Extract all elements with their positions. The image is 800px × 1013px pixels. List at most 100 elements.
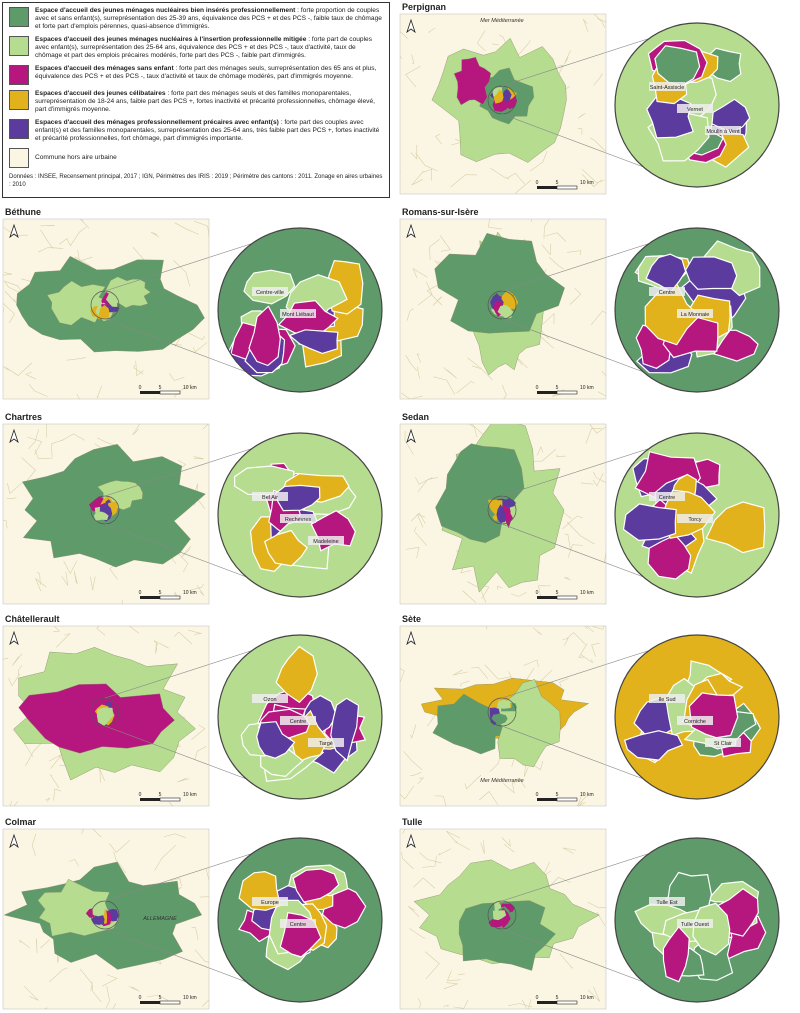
commune-border	[191, 927, 199, 941]
iris	[623, 730, 684, 761]
commune-border	[562, 847, 576, 854]
commune-border	[112, 1003, 117, 1009]
legend-item: Espaces d'accueil des ménages sans enfan…	[9, 65, 383, 85]
commune-border	[407, 905, 420, 917]
commune-border	[31, 833, 37, 856]
commune-border	[582, 19, 589, 33]
commune-border	[48, 967, 68, 983]
map-panel: Saint-Assiscle Vernet Moulin à Vent Perpign…	[399, 2, 780, 195]
commune-border	[410, 512, 426, 524]
commune-border	[53, 788, 62, 801]
label-box	[280, 716, 316, 725]
map	[3, 626, 209, 806]
commune-border	[453, 999, 469, 1009]
zoom-border	[217, 634, 383, 800]
zoom-label: Corniche	[684, 719, 706, 725]
scale-bar	[159, 390, 181, 395]
commune-border	[499, 34, 507, 44]
commune-border	[434, 795, 447, 806]
scale-label: 0	[536, 995, 539, 1001]
commune-border	[7, 497, 17, 500]
zoom-border	[217, 432, 383, 598]
commune-border	[442, 367, 457, 379]
area	[434, 233, 565, 334]
commune-border	[517, 39, 531, 56]
commune-border	[193, 456, 205, 460]
panel-title: Sète	[402, 614, 421, 624]
commune-border	[91, 981, 102, 1003]
commune-border	[590, 310, 606, 326]
legend-title: Espaces d'accueil des jeunes célibataire…	[35, 90, 166, 97]
scale-label: 10 km	[580, 180, 594, 186]
commune-border	[3, 519, 8, 529]
zoom-label: Centre	[659, 495, 676, 501]
zoom-label: Ile Sud	[658, 697, 675, 703]
commune-border	[40, 229, 54, 249]
label-box	[649, 82, 685, 91]
commune-border	[26, 436, 43, 456]
scale-bar	[556, 797, 578, 802]
commune-border	[405, 547, 420, 559]
label-box	[677, 514, 713, 523]
map-panel: Centre-ville Mont Liébaut Béthune 0 5 10 km	[2, 207, 383, 400]
label-box	[677, 309, 713, 318]
legend: Espace d'accueil des jeunes ménages nucl…	[2, 2, 390, 198]
commune-border	[53, 626, 61, 632]
urban-area	[96, 707, 114, 726]
commune-border	[128, 986, 140, 992]
scale-label: 10 km	[580, 590, 594, 596]
zoom-label: St Clair	[714, 741, 732, 747]
commune-border	[413, 526, 427, 546]
commune-border	[81, 829, 84, 835]
commune-border	[562, 637, 569, 646]
legend-swatch	[9, 119, 29, 139]
panel-border	[399, 218, 607, 400]
commune-border	[410, 724, 417, 739]
commune-border	[432, 296, 442, 306]
scale-label: 10 km	[183, 590, 197, 596]
commune-border	[591, 642, 600, 657]
commune-border	[587, 986, 601, 1002]
commune-border	[28, 429, 40, 450]
commune-border	[577, 792, 584, 806]
commune-border	[587, 902, 606, 909]
commune-border	[23, 985, 39, 1001]
urban-area	[492, 910, 507, 921]
area	[492, 679, 561, 768]
scale-label: 5	[159, 792, 162, 798]
commune-border	[543, 219, 550, 240]
source: Données : INSEE, Recensement principal, …	[9, 174, 383, 188]
north-arrow	[406, 630, 416, 646]
commune-border	[536, 445, 544, 456]
commune-border	[193, 220, 209, 237]
commune-border	[424, 951, 440, 979]
commune-border	[538, 585, 551, 597]
commune-border	[497, 585, 503, 590]
zoom-border	[614, 22, 780, 188]
commune-border	[467, 357, 493, 381]
commune-border	[450, 174, 478, 188]
iris	[256, 721, 296, 759]
commune-border	[484, 664, 512, 680]
commune-border	[177, 777, 190, 783]
commune-border	[476, 30, 486, 52]
scale-label: 0	[139, 792, 142, 798]
commune-border	[192, 342, 208, 353]
commune-border	[79, 968, 93, 992]
legend-description: : forte part des ménages seuls et des fa…	[35, 90, 375, 113]
commune-border	[400, 171, 401, 180]
commune-border	[135, 360, 144, 377]
label-box	[252, 694, 288, 703]
commune-border	[428, 27, 436, 33]
urban-area	[98, 305, 110, 320]
scale-label: 0	[536, 385, 539, 391]
commune-border	[459, 680, 470, 687]
scale-label: 10 km	[580, 385, 594, 391]
label-box	[280, 514, 316, 523]
scale-label: 10 km	[580, 995, 594, 1001]
commune-border	[468, 424, 478, 438]
scale-label: 10 km	[183, 792, 197, 798]
legend-text: Espaces d'accueil des jeunes célibataire…	[35, 90, 383, 114]
